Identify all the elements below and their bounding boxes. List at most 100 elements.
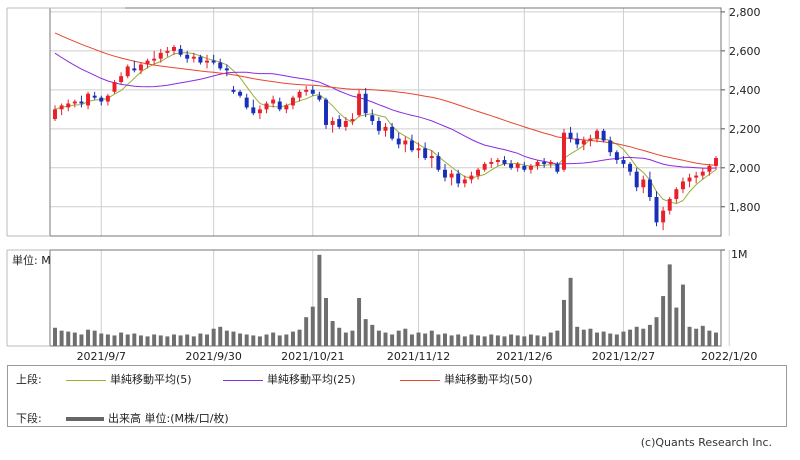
volume-bar — [482, 336, 487, 346]
candle-body — [105, 95, 110, 102]
volume-bar — [363, 319, 368, 346]
candle-body — [489, 161, 494, 164]
candle-body — [317, 95, 322, 100]
candle-body — [191, 56, 196, 59]
volume-bar — [542, 336, 547, 346]
candle-body — [198, 56, 203, 63]
volume-bar — [568, 277, 573, 346]
candle-body — [548, 161, 553, 164]
date-tick-label: 2021/10/21 — [281, 350, 344, 363]
volume-bar — [687, 326, 692, 346]
volume-bar — [152, 334, 157, 346]
volume-bar — [290, 331, 295, 346]
date-tick-label: 2021/12/6 — [496, 350, 552, 363]
volume-bar — [661, 296, 666, 346]
candle-body — [370, 115, 375, 122]
date-tick-label: 2022/1/20 — [701, 350, 757, 363]
volume-bar — [251, 335, 256, 346]
candle-body — [581, 140, 586, 145]
volume-bar — [443, 333, 447, 346]
volume-bar — [502, 336, 507, 346]
candle-body — [614, 152, 619, 160]
candle-body — [86, 93, 91, 106]
legend-upper-label: 上段: — [16, 373, 42, 386]
volume-bars — [53, 254, 718, 346]
stock-chart: 2,800 2,600 2,400 2,200 2,000 1,800 1M 単位: M 2… — [6, 6, 761, 363]
candle-body — [304, 89, 309, 92]
volume-bar — [476, 335, 481, 346]
volume-bar — [310, 306, 315, 346]
date-tick-label: 2021/12/27 — [592, 350, 655, 363]
price-tick-label: 2,800 — [729, 6, 761, 19]
price-tick-label: 2,400 — [729, 84, 761, 97]
price-tick-label: 2,200 — [729, 123, 761, 136]
volume-bar — [79, 334, 84, 346]
volume-bar — [489, 334, 494, 346]
moving-average-lines — [54, 32, 717, 205]
volume-bar — [707, 330, 712, 346]
candle-body — [482, 163, 487, 170]
volume-bar — [614, 334, 619, 346]
volume-bar — [257, 336, 262, 346]
candle-body — [542, 161, 547, 164]
volume-bar — [674, 307, 679, 346]
candle-body — [700, 171, 705, 176]
volume-bar — [376, 330, 381, 346]
volume-bar — [105, 334, 110, 346]
candle-body — [601, 130, 606, 141]
volume-bar — [495, 335, 500, 346]
candle-body — [416, 148, 421, 151]
volume-bar — [53, 327, 57, 346]
candle-body — [171, 46, 176, 51]
volume-bar — [132, 333, 137, 346]
candle-body — [588, 138, 593, 141]
legend-volume-label: 出来高 単位:(M株/口/枚) — [108, 412, 229, 425]
volume-bar — [429, 330, 434, 346]
candle-body — [595, 130, 600, 139]
candle-body — [284, 105, 289, 110]
candle-body — [132, 68, 137, 71]
price-panel-frame — [6, 7, 722, 237]
legend-lower-label: 下段: — [16, 412, 42, 425]
date-tick-label: 2021/9/30 — [185, 350, 241, 363]
candle-body — [634, 171, 639, 188]
candle-body — [449, 173, 454, 178]
candle-body — [621, 160, 626, 164]
candle-body — [515, 163, 520, 168]
volume-bar — [555, 330, 560, 346]
candle-body — [165, 50, 170, 53]
candle-body — [297, 91, 302, 98]
volume-bar — [343, 332, 348, 346]
volume-bar — [714, 332, 718, 346]
candle-body — [218, 62, 223, 69]
candle-body — [59, 105, 64, 110]
candle-body — [628, 163, 633, 172]
volume-bar — [647, 324, 652, 346]
candle-body — [363, 93, 368, 114]
volume-bar — [317, 254, 322, 346]
volume-bar — [112, 335, 117, 346]
volume-bar — [211, 328, 216, 346]
volume-bar — [138, 335, 143, 346]
volume-bar — [588, 328, 593, 346]
candle-body — [502, 160, 507, 164]
candle-body — [324, 99, 328, 125]
volume-bar — [601, 331, 606, 346]
volume-bar — [66, 331, 71, 346]
volume-bar — [264, 334, 269, 346]
candle-body — [264, 103, 269, 110]
candle-body — [403, 140, 408, 145]
candle-body — [509, 163, 514, 168]
candle-body — [337, 119, 342, 127]
candle-body — [79, 101, 84, 104]
volume-bar — [92, 330, 97, 346]
candle-body — [330, 121, 335, 125]
volume-bar — [548, 332, 553, 346]
candle-body — [257, 109, 262, 114]
candle-body — [680, 181, 685, 190]
candle-body — [185, 54, 190, 59]
candle-body — [178, 48, 183, 55]
volume-bar — [409, 334, 414, 346]
candle-body — [476, 169, 481, 176]
candle-body — [429, 156, 434, 159]
